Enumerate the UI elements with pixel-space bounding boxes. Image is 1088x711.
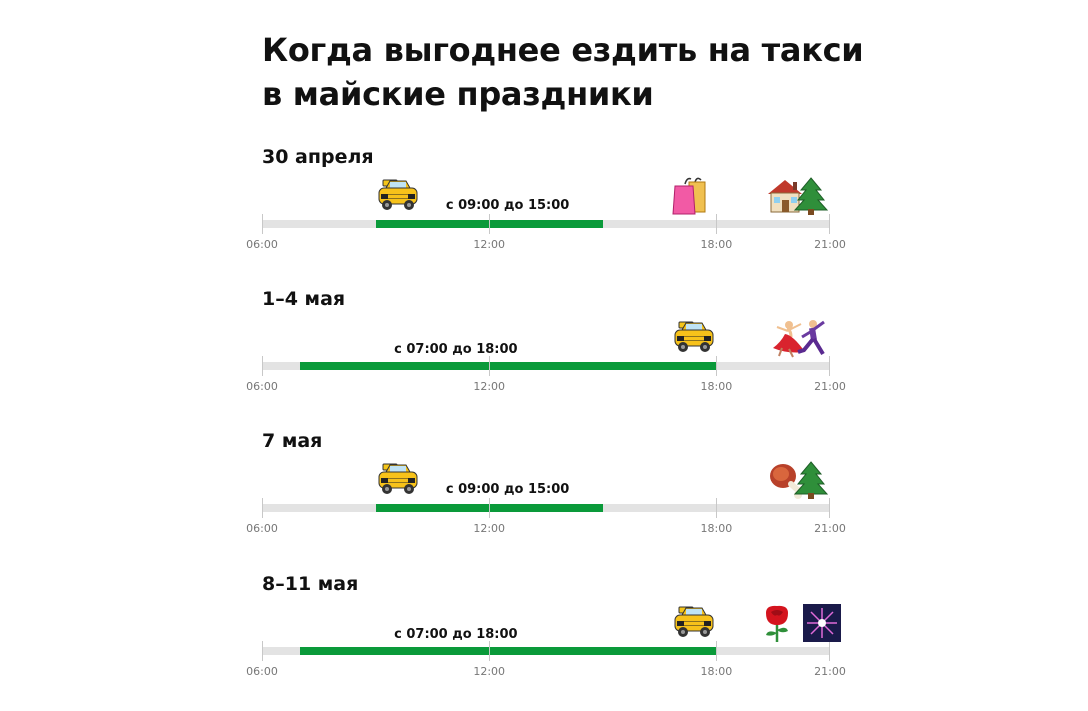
- axis-tick: [262, 641, 263, 661]
- axis-tick: [829, 356, 830, 376]
- timeline-track: 06:00 12:00 18:00 21:00: [246, 498, 846, 535]
- axis-tick-label: 18:00: [700, 238, 733, 251]
- axis-tick: [262, 356, 263, 376]
- axis-tick: [489, 498, 491, 518]
- axis-tick-label: 21:00: [814, 380, 846, 393]
- taxi-icon: [377, 460, 419, 500]
- dancer-man-icon: [790, 318, 832, 358]
- christmas-tree-icon: [790, 176, 832, 216]
- timeline-row: 1–4 мая 06:00 12:00 18:00 21:00 с 07:00 до 18…: [0, 288, 1088, 408]
- axis-tick: [489, 356, 491, 376]
- axis-tick-label: 21:00: [814, 238, 846, 251]
- range-label: с 07:00 до 18:00: [394, 342, 518, 357]
- range-label: с 09:00 до 15:00: [445, 198, 570, 213]
- axis-tick-label: 06:00: [246, 380, 278, 393]
- axis-tick: [489, 214, 491, 234]
- axis-tick: [829, 214, 830, 234]
- axis-tick-label: 12:00: [473, 238, 506, 251]
- axis-tick: [716, 356, 718, 376]
- fireworks-icon: [801, 603, 843, 643]
- row-date: 8–11 мая: [262, 573, 359, 595]
- timeline-track: 06:00 12:00 18:00 21:00: [246, 641, 846, 678]
- axis-tick-label: 21:00: [814, 522, 846, 535]
- timeline-row: 8–11 мая 06:00 12:00 18:00 21:00 с 07:00 до 1…: [0, 573, 1088, 693]
- taxi-icon: [673, 318, 715, 358]
- axis-tick-label: 18:00: [700, 522, 733, 535]
- range-label: с 07:00 до 18:00: [394, 627, 518, 642]
- axis-tick-label: 21:00: [814, 665, 846, 678]
- title-line-1: Когда выгоднее ездить на такси: [262, 31, 864, 69]
- axis-tick: [716, 214, 718, 234]
- axis-tick: [829, 641, 830, 661]
- timeline-track: 06:00 12:00 18:00 21:00: [246, 356, 846, 393]
- axis-tick: [262, 498, 263, 518]
- axis-tick-label: 12:00: [473, 380, 506, 393]
- axis-tick-label: 18:00: [700, 380, 733, 393]
- axis-tick-label: 06:00: [246, 522, 278, 535]
- row-date: 7 мая: [262, 430, 323, 452]
- range-label: с 09:00 до 15:00: [445, 482, 570, 497]
- timeline-row: 7 мая 06:00 12:00 18:00 21:00 с 09:00 до 15:0…: [0, 430, 1088, 550]
- shopping-bags-icon: [669, 176, 711, 216]
- cheap-time-range-bar: [299, 647, 717, 655]
- axis-tick: [489, 641, 491, 661]
- title-line-2: в майские праздники: [262, 75, 654, 113]
- axis-tick: [716, 641, 718, 661]
- row-date: 30 апреля: [262, 146, 374, 168]
- axis-tick-label: 12:00: [473, 522, 506, 535]
- dancer-woman-icon: [767, 318, 809, 358]
- axis-tick: [829, 498, 830, 518]
- axis-tick: [262, 214, 263, 234]
- cheap-time-range-bar: [299, 362, 717, 370]
- axis-tick-label: 18:00: [700, 665, 733, 678]
- axis-tick-label: 12:00: [473, 665, 506, 678]
- taxi-icon: [377, 176, 419, 216]
- axis-tick-label: 06:00: [246, 238, 278, 251]
- rose-icon: [756, 603, 798, 643]
- timeline-track: 06:00 12:00 18:00 21:00: [246, 214, 846, 251]
- axis-tick-label: 06:00: [246, 665, 278, 678]
- page-title: Когда выгоднее ездить на такси в майские…: [262, 28, 864, 116]
- axis-tick: [716, 498, 718, 518]
- row-date: 1–4 мая: [262, 288, 346, 310]
- taxi-icon: [673, 603, 715, 643]
- house-icon: [764, 176, 806, 216]
- timeline-row: 30 апреля 06:00 12:00 18:00 21:00 с 09:00 до …: [0, 146, 1088, 266]
- christmas-tree-icon: [790, 460, 832, 500]
